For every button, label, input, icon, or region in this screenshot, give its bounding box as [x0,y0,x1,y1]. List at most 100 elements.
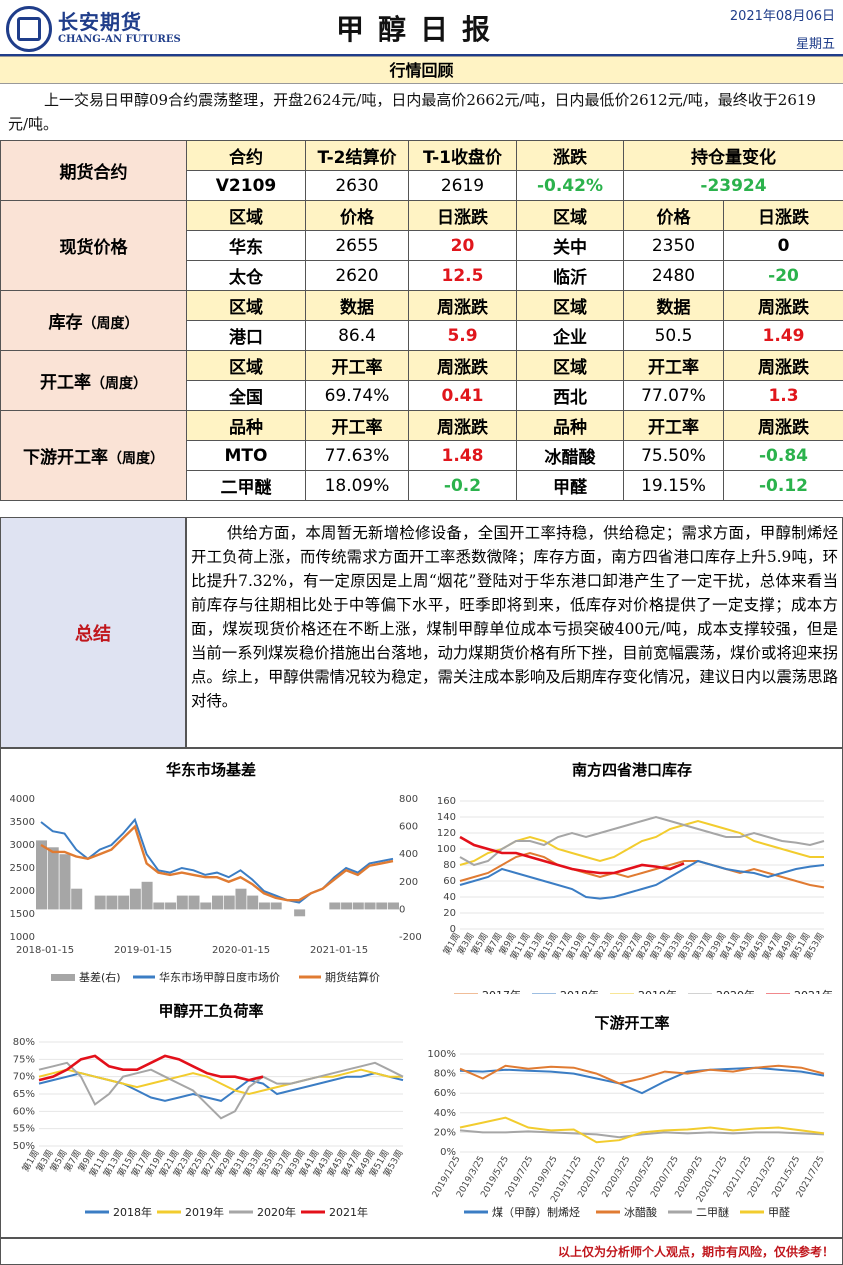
spot-header: 价格 [623,200,724,231]
y-tick-label: 1500 [10,909,35,920]
basis-bar [388,902,399,910]
inventory-value: 50.5 [623,320,724,351]
basis-bar [141,881,153,910]
basis-bar [270,902,282,910]
basis-bar [153,902,165,910]
summary-text: 供给方面，本周暂无新增检修设备，全国开工率持稳，供给稳定；需求方面，甲醇制烯烃开… [186,517,843,748]
spot-header: 区域 [186,200,306,231]
spot-region: 临沂 [516,260,624,291]
y2-tick-label: 200 [399,877,418,888]
operating-header: 区域 [516,350,624,381]
futures-price-line [40,824,394,902]
report-weekday: 星期五 [795,37,835,52]
spot-price-line [40,817,394,904]
futures-label: 期货合约 [0,140,187,201]
spot-change: 20 [408,230,517,261]
futures-header: 持仓量变化 [623,140,843,171]
report-date: 2021年08月06日 [729,9,835,24]
legend-label: 2018年 [560,988,599,994]
y-tick-label: 0% [440,1147,456,1158]
downstream-rate: 75.50% [623,440,724,471]
data-table: 期货合约 合约 T-2结算价 T-1收盘价 涨跌 持仓量变化 V2109 263… [0,140,843,501]
basis-bar [59,854,71,910]
review-text: 上一交易日甲醇09合约震荡整理，开盘2624元/吨，日内最高价2662元/吨，日… [8,91,816,133]
operating-region: 全国 [186,380,306,411]
series-line [459,1116,825,1144]
x-tick-label: 2021-01-15 [310,945,368,956]
report-title: 甲醇日报 [335,13,504,46]
downstream-operating-chart: 下游开工率100%80%60%40%20%0%2019/1/252019/3/2… [427,1014,826,1219]
y-tick-label: 4000 [10,794,35,805]
company-name-en: CHANG-AN FUTURES [58,34,181,45]
inventory-label: 库存（周度） [0,290,187,351]
spot-header: 日涨跌 [408,200,517,231]
basis-bar [376,902,388,910]
inventory-header: 数据 [623,290,724,321]
legend-label: 2017年 [482,988,521,994]
downstream-product: 甲醛 [516,470,624,501]
basis-bar [223,895,235,910]
downstream-change: -0.84 [723,440,843,471]
spot-price: 2620 [305,260,409,291]
spot-header: 日涨跌 [723,200,843,231]
inventory-header: 周涨跌 [723,290,843,321]
x-tick-label: 2020-01-15 [212,945,270,956]
basis-bar [200,902,212,910]
y-tick-label: 55% [13,1124,35,1135]
y-tick-label: 3000 [10,840,35,851]
charts-panel: 华东市场基差 4000 3500 3000 2500 2000 1500 1000 800 600… [0,748,843,1238]
basis-bar [106,895,118,910]
y2-tick-label: 400 [399,849,418,860]
y-tick-label: 100 [437,844,456,855]
series-line [459,815,825,867]
downstream-product: MTO [186,440,306,471]
basis-bar [212,895,223,910]
basis-bar [176,895,188,910]
series-line [38,1068,403,1096]
basis-bar [329,902,341,910]
futures-settle: 2630 [305,170,409,201]
y2-tick-label: 800 [399,794,418,805]
inventory-header: 周涨跌 [408,290,517,321]
inventory-region: 企业 [516,320,624,351]
spot-region: 太仓 [186,260,306,291]
series-line [459,1066,825,1095]
spot-header: 价格 [305,200,409,231]
y-tick-label: 100% [427,1049,456,1060]
series-line [459,835,685,875]
spot-price: 2480 [623,260,724,291]
legend-label: 2021年 [329,1205,368,1219]
futures-header: T-1收盘价 [408,140,517,171]
spot-change: 0 [723,230,843,261]
company-logo-icon [6,6,52,52]
port-inventory-chart: 南方四省港口库存160140120100806040200第1周第3周第5周第7… [437,761,833,994]
series-line [459,1064,825,1085]
basis-bar [188,895,200,910]
series-line [38,1054,264,1082]
y-tick-label: 65% [13,1089,35,1100]
y-tick-label: 80% [434,1069,456,1080]
spot-region: 华东 [186,230,306,261]
y-tick-label: 140 [437,812,456,823]
operating-header: 周涨跌 [723,350,843,381]
downstream-product: 冰醋酸 [516,440,624,471]
x-tick-label: 2019-01-15 [114,945,172,956]
y-tick-label: 60% [434,1088,456,1099]
downstream-rate: 77.63% [305,440,409,471]
basis-bar [36,840,47,910]
report-header: 长安期货 CHANG-AN FUTURES 甲醇日报 2021年08月06日 星… [0,0,843,56]
series-line [459,851,825,889]
basis-bar [129,888,141,910]
operating-header: 开工率 [305,350,409,381]
basis-bar [294,909,306,917]
operating-header: 周涨跌 [408,350,517,381]
y-tick-label: 60 [443,876,456,887]
operating-header: 区域 [186,350,306,381]
inventory-value: 86.4 [305,320,409,351]
futures-header: T-2结算价 [305,140,409,171]
y-tick-label: 40 [443,892,456,903]
y-tick-label: 80 [443,860,456,871]
downstream-header: 周涨跌 [408,410,517,441]
y-tick-label: 120 [437,828,456,839]
legend-label: 2020年 [716,988,755,994]
